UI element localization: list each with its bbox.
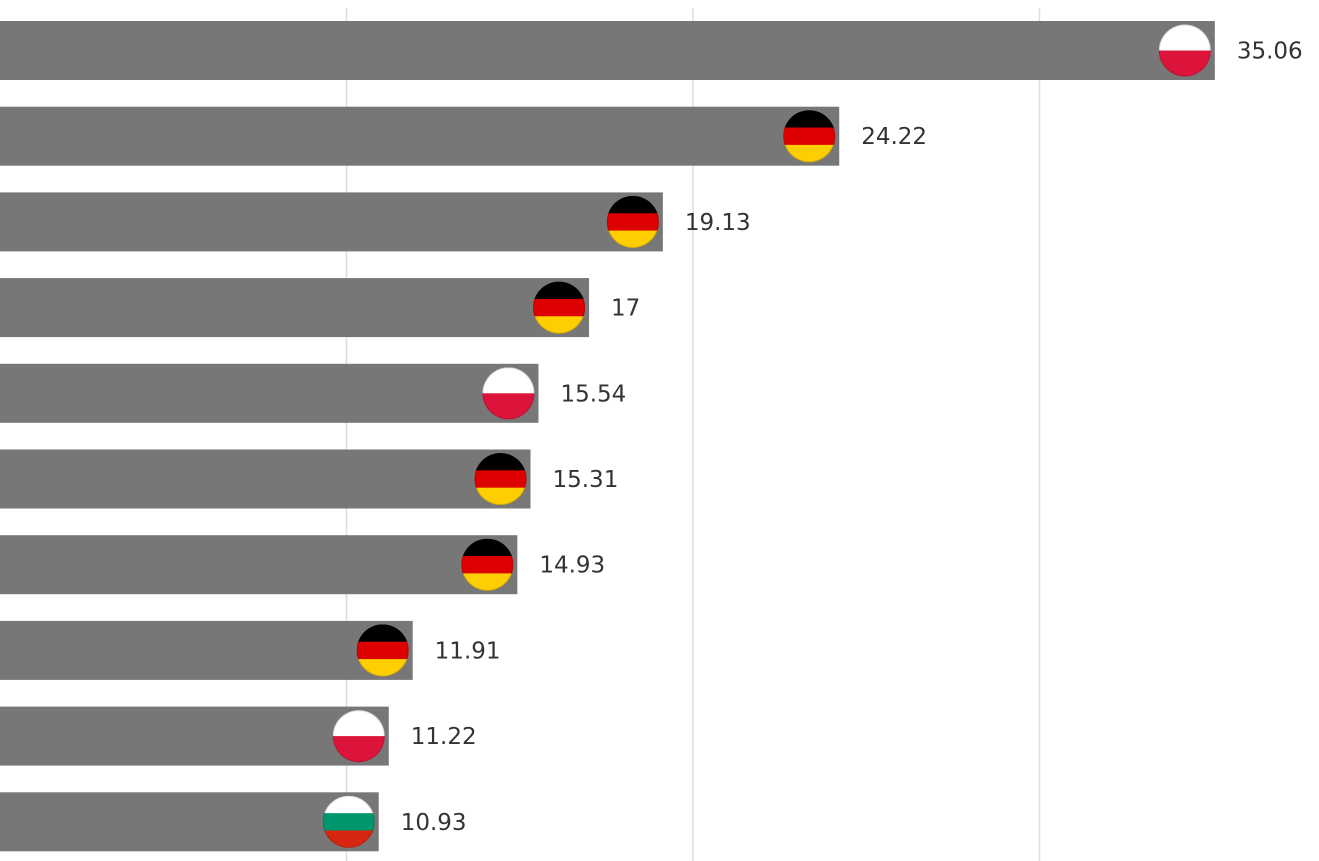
bulgaria-flag-icon	[322, 795, 375, 848]
bar-value-label: 11.22	[411, 724, 477, 750]
bar-value-label: 15.31	[552, 467, 618, 493]
bar-value-label: 14.93	[539, 553, 605, 579]
bar	[0, 21, 1215, 80]
bar-value-label: 35.06	[1237, 39, 1303, 65]
bar	[0, 535, 518, 595]
germany-flag-icon	[474, 453, 527, 505]
bar	[0, 706, 389, 766]
bar	[0, 106, 840, 166]
bar-value-label: 15.54	[560, 381, 626, 407]
germany-flag-icon	[606, 195, 659, 248]
germany-flag-icon	[356, 624, 409, 677]
bar-value-label: 10.93	[401, 810, 467, 836]
bar	[0, 278, 590, 338]
germany-flag-icon	[783, 110, 836, 163]
bar-value-label: 24.22	[861, 124, 927, 150]
germany-flag-icon	[461, 538, 514, 591]
bar	[0, 363, 539, 423]
bar	[0, 449, 531, 509]
bar-value-label: 17	[611, 296, 640, 322]
bar-value-label: 11.91	[435, 638, 501, 664]
germany-flag-icon	[533, 281, 586, 334]
bar	[0, 192, 663, 252]
bar	[0, 792, 379, 852]
bar-value-label: 19.13	[685, 210, 751, 236]
bar	[0, 620, 413, 680]
